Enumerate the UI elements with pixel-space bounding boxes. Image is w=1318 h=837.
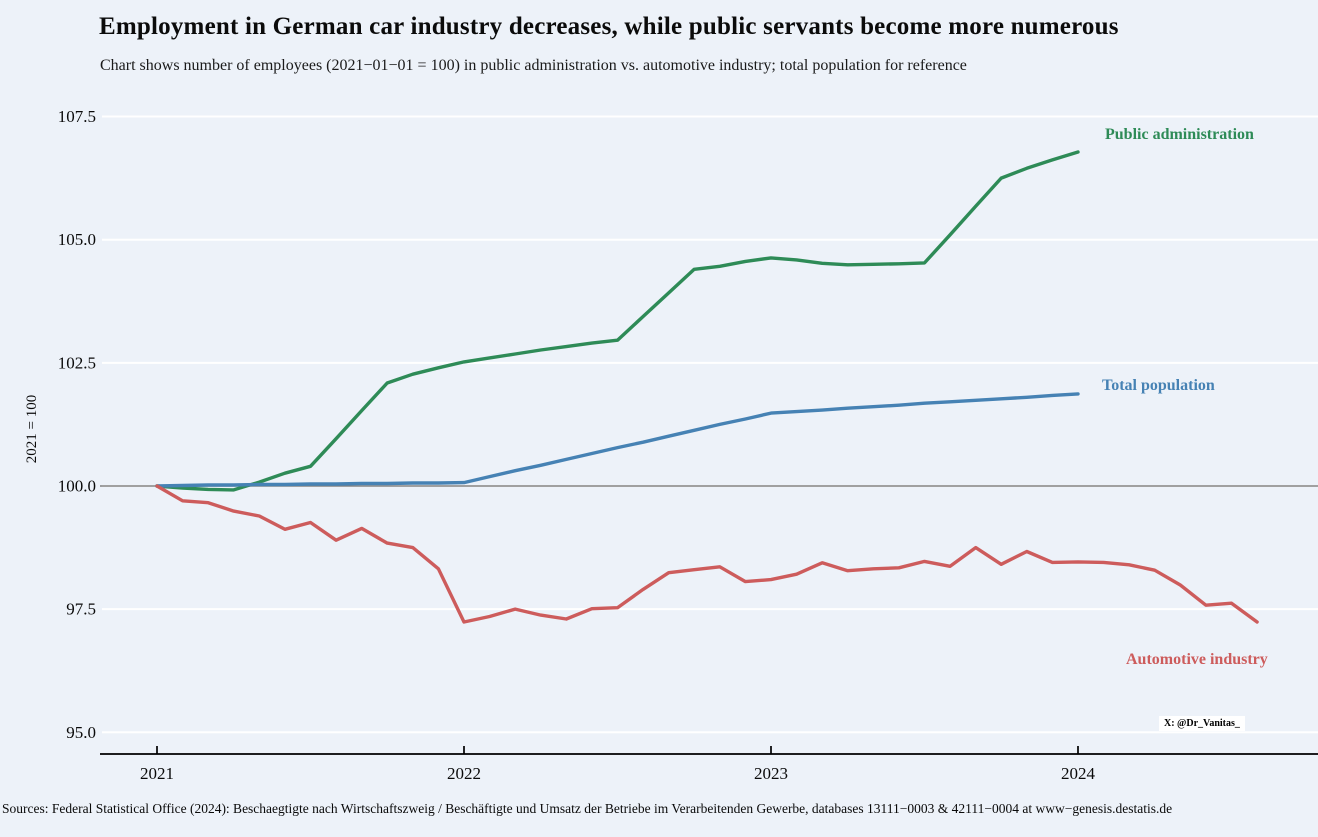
y-axis-title: 2021 = 100 [24,395,40,463]
watermark-badge: X: @Dr_Vanitas_ [1159,716,1245,731]
x-tick-label-2021: 2021 [140,764,174,783]
y-tick-label-105.0: 105.0 [58,230,96,249]
x-tick-label-2023: 2023 [754,764,788,783]
series-label-public-administration: Public administration [1105,126,1254,143]
y-tick-label-102.5: 102.5 [58,353,96,372]
chart-title: Employment in German car industry decrea… [99,13,1119,40]
y-tick-label-95.0: 95.0 [66,723,96,742]
series-line-automotive-industry [155,484,1259,624]
series-label-automotive-industry: Automotive industry [1126,651,1268,668]
source-footnote: Sources: Federal Statistical Office (202… [2,801,1173,816]
series-line-public-administration [155,150,1080,492]
series-label-total-population: Total population [1102,377,1215,394]
y-tick-label-107.5: 107.5 [58,107,96,126]
chart-subtitle: Chart shows number of employees (2021−01… [100,57,967,74]
y-tick-label-97.5: 97.5 [66,600,96,619]
y-tick-label-100.0: 100.0 [58,477,96,496]
series-line-total-population [155,392,1080,488]
x-tick-label-2024: 2024 [1061,764,1096,783]
x-tick-label-2022: 2022 [447,764,481,783]
